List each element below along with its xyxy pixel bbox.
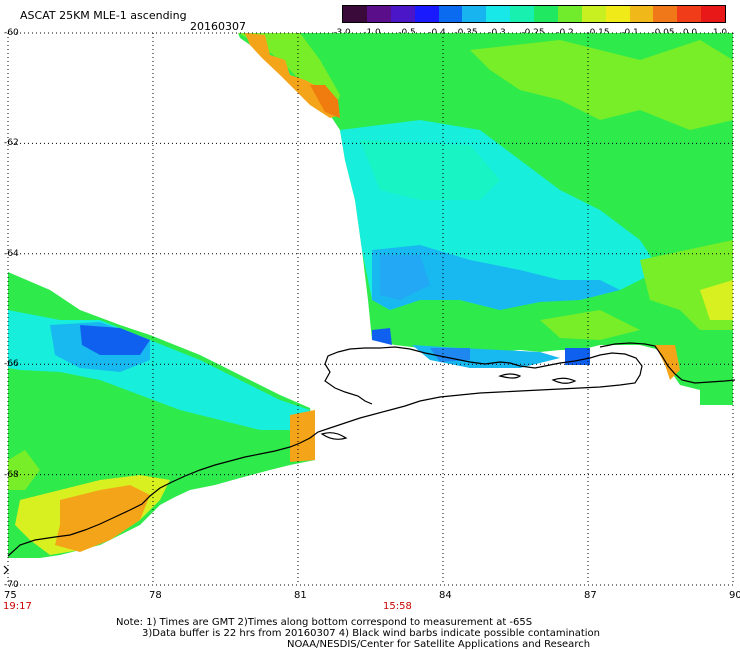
footer-note-3: NOAA/NESDIS/Center for Satellite Applica… — [287, 639, 591, 650]
latitude-tick-label: -66 — [4, 359, 19, 370]
colorbar-swatch — [438, 6, 463, 22]
latitude-tick-label: -68 — [4, 469, 19, 480]
east-blue-strip-dark — [430, 348, 470, 362]
east-orange-nw — [245, 33, 340, 118]
latitude-tick-label: -70 — [4, 580, 19, 590]
colorbar-swatch — [534, 6, 558, 22]
colorbar-swatch — [701, 6, 725, 22]
colorbar-swatch — [486, 6, 511, 22]
longitude-tick-label: 90 — [729, 590, 740, 601]
colorbar-swatch — [605, 6, 630, 22]
colorbar-swatch — [343, 6, 367, 22]
island-1 — [498, 373, 522, 379]
colorbar-swatch — [653, 6, 678, 22]
west-orange — [55, 485, 150, 552]
colorbar-swatch — [629, 6, 654, 22]
footer-note-1: Note: 1) Times are GMT 2)Times along bot… — [116, 617, 533, 628]
coastline — [7, 346, 643, 557]
west-lime-w — [8, 450, 40, 490]
east-lime-n — [470, 40, 733, 130]
cape — [3, 565, 9, 575]
colorbar-swatch — [557, 6, 582, 22]
east-blue-strip-w — [372, 328, 392, 345]
wind-cells — [8, 33, 733, 558]
longitude-tick-label: 75 — [4, 590, 17, 601]
island-3 — [320, 432, 348, 440]
longitude-tick-label: 87 — [584, 590, 597, 601]
colorbar-swatch — [510, 6, 534, 22]
west-swath-blue-dark — [80, 325, 150, 355]
longitude-tick-label: 78 — [149, 590, 162, 601]
east-darkorange-nw — [310, 85, 340, 118]
lat-lon-grid — [7, 32, 734, 586]
chart-title: ASCAT 25KM MLE-1 ascending — [20, 9, 187, 22]
colorbar-swatch — [366, 6, 391, 22]
time-middle: 15:58 — [383, 601, 412, 612]
longitude-tick-label: 81 — [294, 590, 307, 601]
east-swath-aqua — [360, 140, 500, 200]
time-left: 19:17 — [3, 601, 32, 612]
colorbar — [342, 5, 726, 23]
colorbar-swatch — [390, 6, 415, 22]
colorbar-swatch — [677, 6, 702, 22]
east-orange-se — [655, 345, 680, 380]
chart-date: 20160307 — [190, 20, 246, 33]
east-yellow-e — [700, 280, 733, 320]
east-swath-blue-dark — [380, 255, 430, 300]
latitude-tick-label: -62 — [4, 138, 19, 149]
colorbar-swatch — [462, 6, 487, 22]
island-2 — [551, 377, 577, 384]
footer-note-2: 3)Data buffer is 22 hrs from 20160307 4)… — [142, 628, 600, 639]
east-blue-strip-e — [565, 348, 590, 365]
east-lime-s — [540, 310, 640, 340]
west-orange-e — [290, 410, 315, 462]
latitude-tick-label: -60 — [4, 28, 19, 38]
colorbar-swatch — [414, 6, 439, 22]
latitude-tick-label: -64 — [4, 248, 19, 259]
colorbar-swatch — [581, 6, 606, 22]
east-swath-blue — [372, 245, 620, 310]
coastline-east — [599, 342, 736, 384]
longitude-tick-label: 84 — [439, 590, 452, 601]
